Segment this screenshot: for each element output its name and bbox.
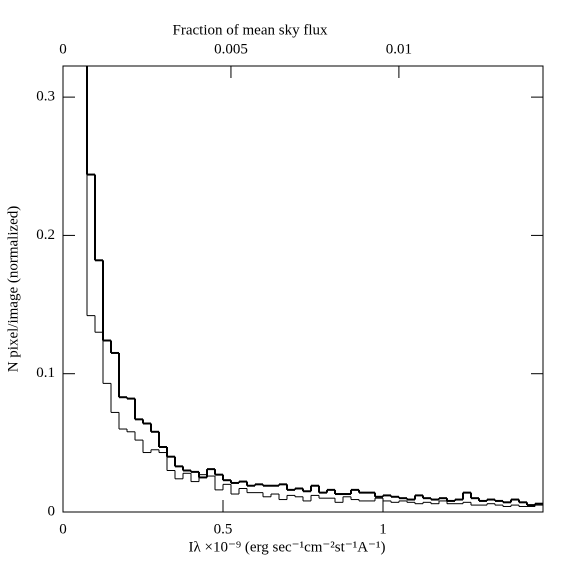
x-tick-label: 1 — [379, 521, 387, 537]
y-tick-label: 0.2 — [36, 227, 55, 243]
plot-area — [86, 66, 543, 507]
y-axis-label: N pixel/image (normalized) — [5, 206, 21, 373]
top-tick-label: 0 — [59, 41, 67, 57]
top-tick-label: 0.005 — [214, 41, 248, 57]
plot-frame — [62, 65, 544, 513]
top-axis-label: Fraction of mean sky flux — [173, 22, 328, 38]
x-tick-label: 0.5 — [214, 521, 233, 537]
y-tick-label: 0.1 — [36, 365, 55, 381]
x-axis-label: Iλ ×10⁻⁹ (erg sec⁻¹cm⁻²st⁻¹A⁻¹) — [189, 539, 386, 555]
x-tick-label: 0 — [59, 521, 67, 537]
top-tick-label: 0.01 — [386, 41, 412, 57]
y-tick-label: 0.3 — [36, 89, 55, 105]
y-tick-label: 0 — [48, 503, 56, 519]
